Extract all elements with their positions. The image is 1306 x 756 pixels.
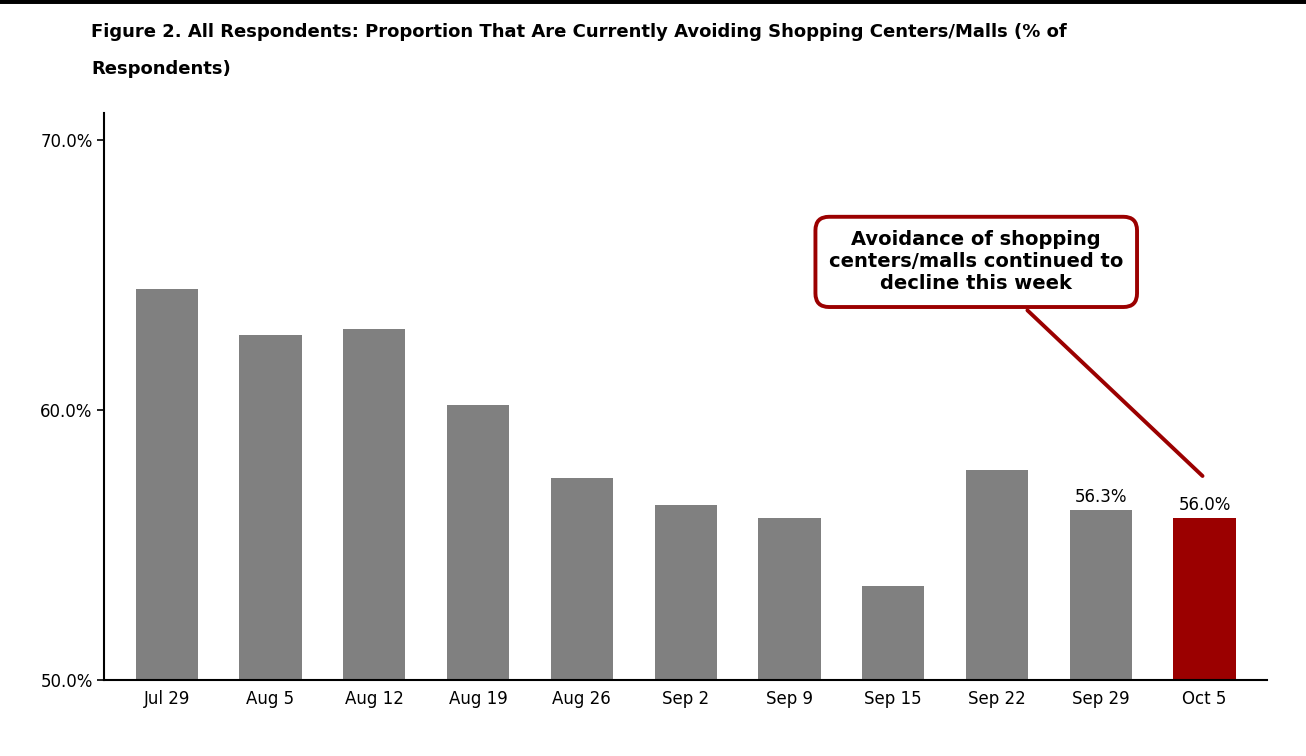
Text: 56.0%: 56.0% — [1178, 497, 1230, 514]
Text: Respondents): Respondents) — [91, 60, 231, 79]
Bar — [447, 405, 509, 680]
Bar — [343, 330, 405, 680]
Text: 56.3%: 56.3% — [1075, 488, 1127, 507]
Bar — [551, 478, 613, 680]
Bar — [1173, 519, 1235, 680]
Bar — [654, 505, 717, 680]
Bar — [136, 289, 199, 680]
Text: Avoidance of shopping
centers/malls continued to
decline this week: Avoidance of shopping centers/malls cont… — [829, 231, 1203, 476]
Bar — [759, 519, 820, 680]
Bar — [862, 586, 925, 680]
Bar — [239, 335, 302, 680]
Text: Figure 2. All Respondents: Proportion That Are Currently Avoiding Shopping Cente: Figure 2. All Respondents: Proportion Th… — [91, 23, 1067, 41]
Bar — [966, 469, 1028, 680]
Bar — [1070, 510, 1132, 680]
